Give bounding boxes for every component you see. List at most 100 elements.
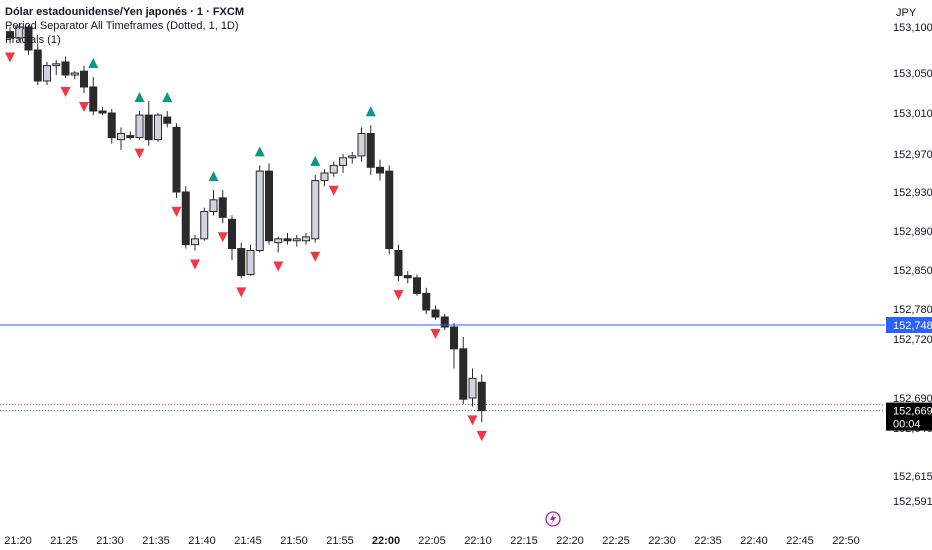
candle[interactable] bbox=[292, 234, 301, 247]
candle[interactable] bbox=[117, 127, 125, 150]
candle[interactable] bbox=[144, 101, 153, 146]
candle[interactable] bbox=[255, 165, 264, 253]
y-tick-label: 152,970 bbox=[893, 149, 932, 161]
candle-body bbox=[107, 112, 116, 139]
price-axis: JPY 153,100 153,050 153,010 152,970 152,930 15… bbox=[886, 7, 932, 508]
current-price-tag-label: 152,748 bbox=[893, 320, 932, 332]
candle[interactable] bbox=[357, 127, 366, 162]
candle[interactable] bbox=[80, 65, 88, 93]
up-fractal-marker bbox=[134, 92, 145, 102]
candle-body bbox=[61, 61, 70, 76]
candle-body bbox=[191, 238, 199, 246]
candle[interactable] bbox=[246, 244, 255, 276]
current-price-tag bbox=[886, 317, 932, 333]
candle[interactable] bbox=[477, 374, 486, 422]
up-fractal-marker bbox=[365, 106, 376, 117]
candle[interactable] bbox=[89, 77, 98, 116]
candle-body bbox=[302, 236, 310, 242]
candle[interactable] bbox=[394, 244, 403, 282]
x-tick-label: 22:45 bbox=[786, 535, 814, 547]
candle-body bbox=[376, 166, 384, 174]
candle[interactable] bbox=[376, 159, 384, 181]
candle[interactable] bbox=[228, 215, 236, 261]
indicator-period-separator[interactable]: Period Separator All Timeframes (Dotted,… bbox=[5, 20, 239, 32]
y-tick-label: 152,890 bbox=[893, 226, 932, 238]
candle[interactable] bbox=[181, 186, 190, 249]
candle[interactable] bbox=[24, 25, 33, 55]
down-fractal-marker bbox=[310, 251, 321, 262]
candle[interactable] bbox=[172, 123, 181, 198]
candle[interactable] bbox=[163, 111, 172, 128]
candle[interactable] bbox=[52, 60, 61, 75]
candle[interactable] bbox=[126, 131, 135, 140]
candle[interactable] bbox=[70, 71, 79, 79]
symbol-title[interactable]: Dólar estadounidense/Yen japonés · 1 · F… bbox=[5, 6, 244, 18]
candle-body bbox=[339, 157, 347, 166]
candle[interactable] bbox=[366, 125, 375, 175]
candle[interactable] bbox=[385, 165, 394, 255]
candle[interactable] bbox=[403, 271, 412, 284]
candle-body bbox=[357, 133, 366, 157]
down-fractal-marker bbox=[393, 290, 404, 301]
candle-body bbox=[431, 309, 440, 318]
candle-body bbox=[329, 164, 338, 174]
candle[interactable] bbox=[339, 154, 347, 173]
candle[interactable] bbox=[468, 368, 477, 407]
candle[interactable] bbox=[302, 232, 310, 245]
grid bbox=[0, 404, 885, 412]
candle[interactable] bbox=[98, 107, 107, 116]
last-price-tag bbox=[886, 402, 932, 431]
candle[interactable] bbox=[459, 337, 468, 404]
candle-body bbox=[311, 180, 320, 240]
candle[interactable] bbox=[450, 323, 458, 369]
candle[interactable] bbox=[237, 242, 246, 279]
candle[interactable] bbox=[431, 305, 440, 320]
candle-body bbox=[246, 250, 255, 275]
candle[interactable] bbox=[61, 56, 70, 78]
indicator-fractals[interactable]: Fractals (1) bbox=[5, 34, 61, 46]
candle[interactable] bbox=[329, 161, 338, 177]
candle[interactable] bbox=[311, 174, 320, 243]
candles bbox=[6, 23, 486, 422]
y-tick-label: 152,591 bbox=[893, 496, 932, 508]
candle-body bbox=[154, 114, 162, 141]
candle[interactable] bbox=[154, 113, 162, 142]
candle[interactable] bbox=[422, 287, 431, 314]
candle-body bbox=[144, 114, 153, 141]
candle[interactable] bbox=[283, 232, 292, 245]
candle[interactable] bbox=[348, 151, 357, 164]
candle[interactable] bbox=[200, 207, 209, 241]
x-tick-label: 21:45 bbox=[234, 535, 262, 547]
x-tick-label: 22:05 bbox=[418, 535, 446, 547]
candle-body bbox=[237, 248, 246, 277]
candle[interactable] bbox=[107, 109, 116, 144]
x-tick-label: 21:40 bbox=[188, 535, 216, 547]
x-tick-label: 22:00 bbox=[372, 535, 400, 547]
candle[interactable] bbox=[43, 61, 51, 85]
candle-body bbox=[52, 63, 61, 67]
lightning-icon[interactable] bbox=[545, 511, 561, 527]
candle-body bbox=[459, 348, 468, 400]
candle[interactable] bbox=[191, 234, 199, 251]
candle[interactable] bbox=[265, 163, 273, 245]
candle[interactable] bbox=[320, 169, 329, 187]
candle-body bbox=[394, 250, 403, 277]
currency-label: JPY bbox=[896, 7, 917, 19]
x-tick-label: 21:35 bbox=[142, 535, 170, 547]
candle-body bbox=[89, 86, 98, 112]
candle[interactable] bbox=[274, 236, 283, 253]
candle-body bbox=[24, 26, 33, 51]
candle[interactable] bbox=[135, 111, 144, 140]
candle[interactable] bbox=[33, 43, 42, 85]
candle-body bbox=[348, 155, 357, 159]
candle-body bbox=[320, 172, 329, 182]
candle[interactable] bbox=[218, 190, 227, 224]
candle[interactable] bbox=[15, 23, 24, 42]
candle[interactable] bbox=[440, 314, 449, 330]
candle[interactable] bbox=[6, 27, 14, 44]
candle-body bbox=[413, 277, 421, 294]
candle[interactable] bbox=[209, 190, 218, 216]
candle-body bbox=[15, 26, 24, 39]
candle[interactable] bbox=[413, 274, 421, 296]
